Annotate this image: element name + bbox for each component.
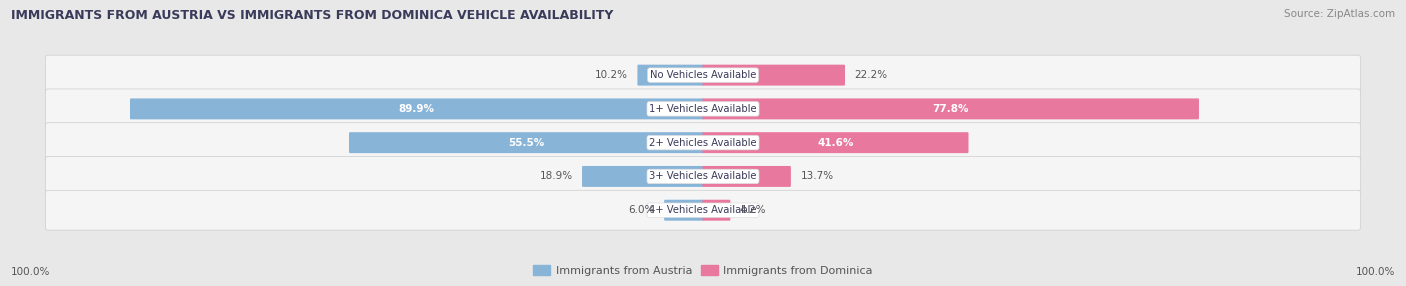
Text: 55.5%: 55.5% (508, 138, 544, 148)
Text: 100.0%: 100.0% (11, 267, 51, 277)
Text: 77.8%: 77.8% (932, 104, 969, 114)
Text: Source: ZipAtlas.com: Source: ZipAtlas.com (1284, 9, 1395, 19)
Text: 13.7%: 13.7% (800, 171, 834, 181)
FancyBboxPatch shape (582, 166, 703, 187)
FancyBboxPatch shape (703, 200, 730, 221)
FancyBboxPatch shape (45, 156, 1361, 196)
FancyBboxPatch shape (703, 132, 969, 153)
FancyBboxPatch shape (349, 132, 703, 153)
Text: 89.9%: 89.9% (399, 104, 434, 114)
FancyBboxPatch shape (45, 123, 1361, 162)
Text: 2+ Vehicles Available: 2+ Vehicles Available (650, 138, 756, 148)
Text: 100.0%: 100.0% (1355, 267, 1395, 277)
Legend: Immigrants from Austria, Immigrants from Dominica: Immigrants from Austria, Immigrants from… (529, 261, 877, 280)
Text: 18.9%: 18.9% (540, 171, 572, 181)
Text: 3+ Vehicles Available: 3+ Vehicles Available (650, 171, 756, 181)
FancyBboxPatch shape (664, 200, 703, 221)
Text: 10.2%: 10.2% (595, 70, 628, 80)
FancyBboxPatch shape (637, 65, 703, 86)
Text: IMMIGRANTS FROM AUSTRIA VS IMMIGRANTS FROM DOMINICA VEHICLE AVAILABILITY: IMMIGRANTS FROM AUSTRIA VS IMMIGRANTS FR… (11, 9, 613, 21)
Text: 1+ Vehicles Available: 1+ Vehicles Available (650, 104, 756, 114)
FancyBboxPatch shape (45, 55, 1361, 95)
FancyBboxPatch shape (45, 89, 1361, 129)
FancyBboxPatch shape (703, 98, 1199, 119)
FancyBboxPatch shape (703, 65, 845, 86)
Text: 41.6%: 41.6% (817, 138, 853, 148)
FancyBboxPatch shape (129, 98, 703, 119)
Text: 6.0%: 6.0% (628, 205, 655, 215)
Text: No Vehicles Available: No Vehicles Available (650, 70, 756, 80)
Text: 4+ Vehicles Available: 4+ Vehicles Available (650, 205, 756, 215)
FancyBboxPatch shape (45, 190, 1361, 230)
Text: 22.2%: 22.2% (855, 70, 887, 80)
FancyBboxPatch shape (703, 166, 790, 187)
Text: 4.2%: 4.2% (740, 205, 766, 215)
